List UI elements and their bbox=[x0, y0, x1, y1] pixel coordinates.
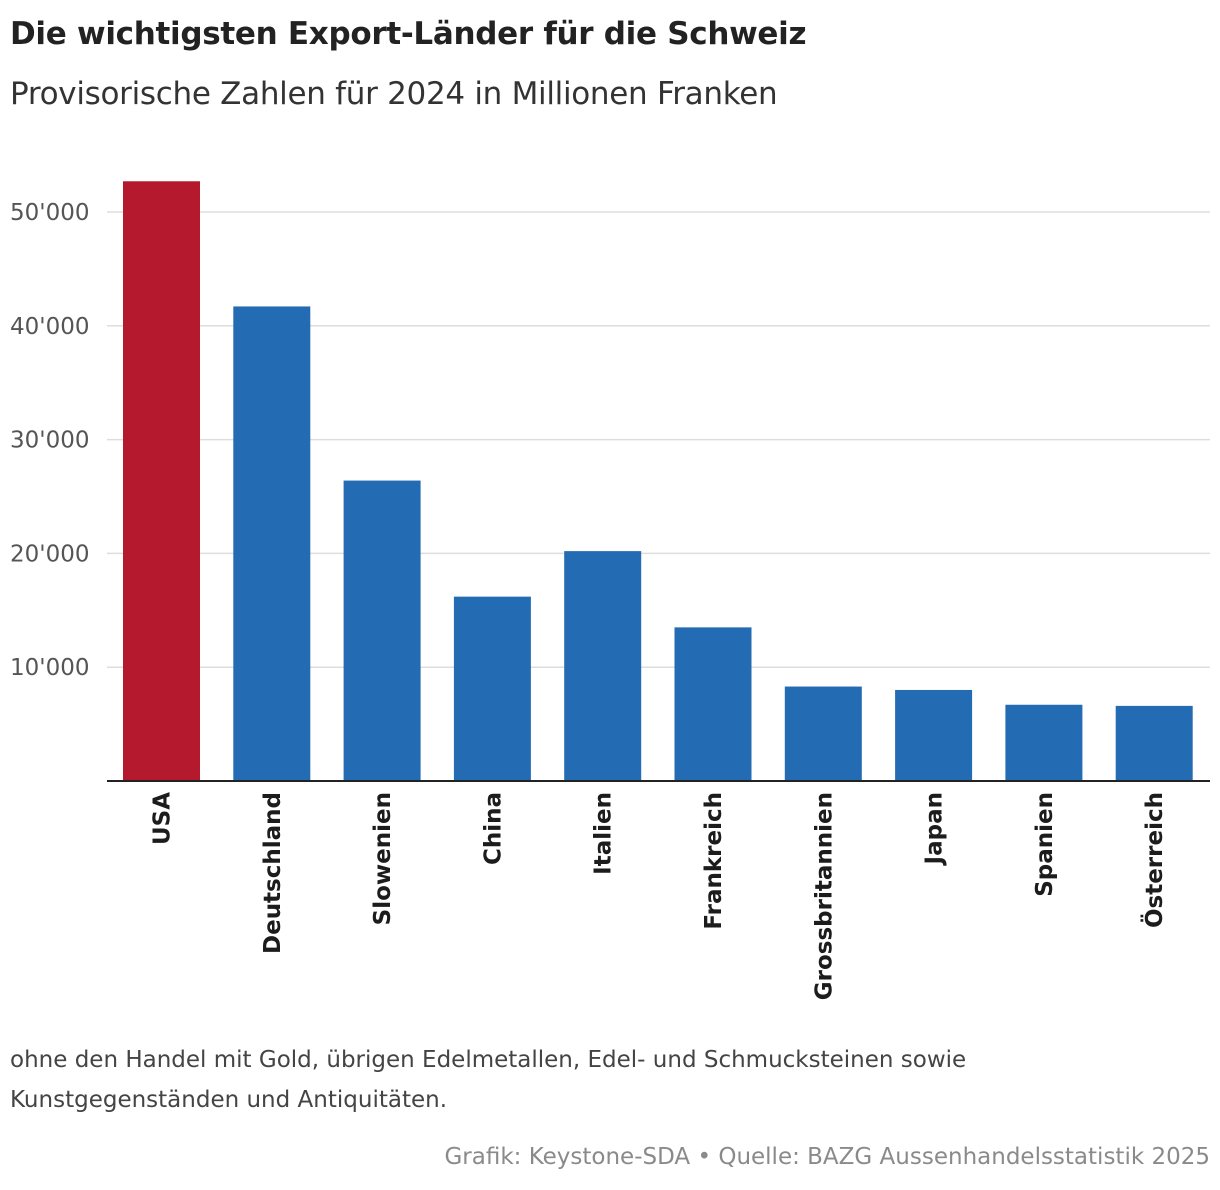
x-tick-label: Frankreich bbox=[701, 792, 727, 930]
y-tick-label: 30'000 bbox=[10, 428, 90, 454]
bar-italien bbox=[564, 551, 642, 781]
footnote: ohne den Handel mit Gold, übrigen Edelme… bbox=[10, 1047, 967, 1113]
chart-subtitle: Provisorische Zahlen für 2024 in Million… bbox=[10, 76, 778, 112]
bar-österreich bbox=[1115, 705, 1193, 781]
x-axis-ticks: USA Deutschland Slowenien China Italien Frank… bbox=[150, 792, 1169, 1000]
bar-chart: 10'000 20'000 30'000 40'000 50'000 USA Deutsc… bbox=[10, 181, 1210, 1000]
y-tick-label: 40'000 bbox=[10, 314, 90, 340]
y-tick-label: 20'000 bbox=[10, 541, 90, 567]
bar-grossbritannien bbox=[784, 686, 862, 781]
x-tick-label: Italien bbox=[591, 792, 617, 875]
x-tick-label: Österreich bbox=[1140, 792, 1168, 928]
x-tick-label: China bbox=[480, 792, 506, 865]
bar-china bbox=[453, 596, 531, 781]
x-tick-label: Japan bbox=[922, 792, 948, 866]
bars bbox=[123, 181, 1193, 782]
y-tick-label: 10'000 bbox=[10, 655, 90, 681]
x-tick-label: Slowenien bbox=[370, 792, 396, 925]
x-tick-label: Spanien bbox=[1032, 792, 1058, 897]
bar-deutschland bbox=[233, 306, 311, 781]
bar-japan bbox=[895, 689, 973, 781]
chart-title: Die wichtigsten Export-Länder für die Sc… bbox=[10, 16, 807, 52]
y-tick-label: 50'000 bbox=[10, 200, 90, 226]
bar-usa bbox=[123, 181, 200, 782]
bar-frankreich bbox=[674, 627, 752, 781]
y-axis-ticks: 10'000 20'000 30'000 40'000 50'000 bbox=[10, 200, 90, 681]
x-tick-label: Grossbritannien bbox=[811, 792, 837, 1000]
bar-spanien bbox=[1005, 704, 1083, 781]
x-tick-label: Deutschland bbox=[260, 792, 286, 954]
source-credit: Grafik: Keystone-SDA • Quelle: BAZG Auss… bbox=[444, 1144, 1210, 1170]
bar-slowenien bbox=[343, 480, 421, 781]
x-tick-label: USA bbox=[150, 792, 176, 845]
